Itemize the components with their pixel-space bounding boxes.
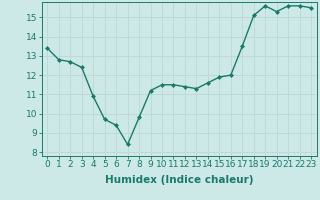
X-axis label: Humidex (Indice chaleur): Humidex (Indice chaleur) [105, 175, 253, 185]
